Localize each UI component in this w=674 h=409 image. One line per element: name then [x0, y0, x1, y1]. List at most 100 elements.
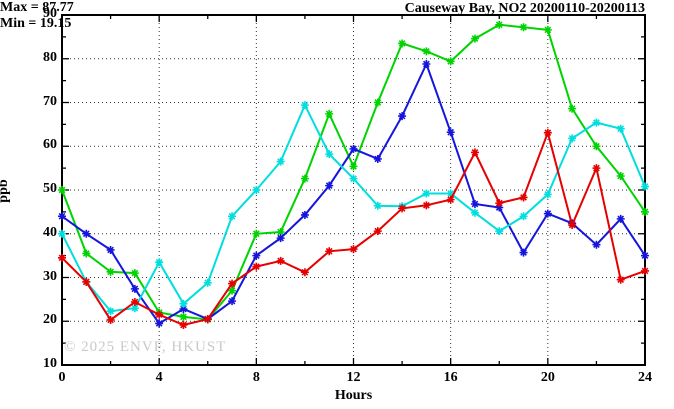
red-line-marker: [155, 310, 164, 319]
green-line-marker: [616, 172, 625, 180]
green-line-marker: [300, 174, 309, 183]
cyan-line-marker: [58, 229, 66, 238]
blue-line-marker: [228, 297, 237, 306]
red-line-marker: [446, 195, 455, 204]
blue-line-marker: [446, 128, 455, 137]
x-tick-label: 16: [443, 370, 458, 385]
green-line-marker: [398, 39, 407, 48]
red-line-marker: [179, 320, 188, 329]
green-line-marker: [373, 98, 382, 107]
green-line-marker: [58, 186, 66, 194]
red-line-marker: [203, 315, 212, 324]
red-line-marker: [228, 279, 237, 288]
blue-line-marker: [179, 305, 188, 313]
y-tick-label: 80: [43, 49, 57, 65]
red-line-marker: [495, 199, 504, 208]
cyan-line-marker: [228, 212, 237, 221]
y-tick-label: 50: [43, 181, 57, 196]
cyan-line-marker: [446, 189, 455, 198]
blue-line-marker: [130, 284, 139, 293]
green-line-marker: [276, 228, 285, 236]
green-line-marker: [179, 312, 188, 321]
x-tick-label: 20: [540, 370, 555, 385]
cyan-line-marker: [155, 258, 164, 267]
blue-line-marker: [470, 200, 479, 208]
y-tick-label: 90: [43, 6, 57, 21]
red-line-marker: [543, 128, 552, 137]
red-line-marker: [252, 262, 261, 271]
green-line-marker: [495, 20, 504, 29]
blue-line-marker: [422, 60, 431, 68]
cyan-line-marker: [325, 150, 334, 159]
chart-title: Causeway Bay, NO2 20200110-20200113: [404, 1, 645, 16]
max-min-legend: Max = 87.77 Min = 19.15: [0, 0, 674, 32]
cyan-line-marker: [179, 299, 188, 308]
red-line-marker: [422, 201, 431, 210]
cyan-line-marker: [422, 189, 431, 198]
red-line-marker: [276, 256, 285, 265]
y-tick-label: 10: [43, 356, 57, 371]
x-tick-label: 24: [638, 370, 652, 385]
blue-line: [61, 61, 646, 325]
red-line-marker: [58, 253, 66, 262]
green-line-marker: [519, 23, 528, 32]
blue-line-marker: [82, 229, 91, 238]
cyan-line-marker: [543, 190, 552, 199]
cyan-line-marker: [519, 212, 528, 221]
max-value-label: Max = 87.77: [0, 0, 74, 15]
blue-line-marker: [616, 214, 625, 223]
x-tick-label: 4: [155, 370, 163, 385]
green-line-marker: [470, 34, 479, 43]
blue-line-marker: [252, 251, 261, 260]
red-line-marker: [398, 204, 407, 213]
cyan-line-marker: [203, 278, 212, 287]
y-tick-label: 70: [43, 93, 57, 109]
red-line-marker: [641, 266, 649, 275]
red-line-marker: [373, 227, 382, 236]
green-line-marker: [228, 286, 237, 295]
green-line-marker: [592, 142, 601, 151]
blue-line-marker: [641, 251, 649, 260]
red-line-marker: [470, 148, 479, 157]
green-line-marker: [446, 57, 455, 66]
blue-line-marker: [398, 112, 407, 121]
cyan-line-marker: [130, 304, 139, 313]
x-tick-label: 12: [346, 370, 361, 385]
blue-line-marker: [373, 154, 382, 163]
cyan-line-marker: [373, 201, 382, 210]
x-axis-label: Hours: [334, 388, 373, 403]
blue-line-marker: [592, 240, 601, 249]
blue-line-marker: [155, 319, 164, 328]
copyright-watermark: © 2025 ENVF, HKUST: [64, 339, 227, 355]
red-line-marker: [325, 247, 334, 256]
red-line-marker: [592, 164, 601, 173]
cyan-line-marker: [349, 174, 358, 183]
green-line-marker: [349, 162, 358, 171]
y-tick-label: 20: [43, 312, 57, 328]
red-line-marker: [300, 268, 309, 277]
y-tick-label: 60: [43, 137, 57, 153]
cyan-line: [61, 102, 646, 313]
red-line-marker: [568, 221, 577, 229]
cyan-line-marker: [616, 124, 625, 133]
cyan-line-marker: [252, 186, 261, 194]
blue-line-marker: [349, 144, 358, 153]
red-line-marker: [106, 315, 115, 324]
blue-line-marker: [276, 234, 285, 243]
green-line-marker: [543, 25, 552, 34]
blue-line-marker: [325, 181, 334, 190]
red-line-marker: [616, 275, 625, 284]
red-line-marker: [82, 277, 91, 286]
cyan-line-marker: [592, 118, 601, 127]
cyan-line-marker: [568, 134, 577, 143]
red-line-marker: [349, 245, 358, 254]
blue-line-marker: [300, 210, 309, 219]
red-line-marker: [519, 193, 528, 202]
cyan-line-marker: [300, 101, 309, 110]
x-tick-label: 0: [58, 370, 66, 385]
cyan-line-marker: [106, 307, 115, 316]
green-line-marker: [325, 109, 334, 118]
green-line-marker: [568, 104, 577, 113]
